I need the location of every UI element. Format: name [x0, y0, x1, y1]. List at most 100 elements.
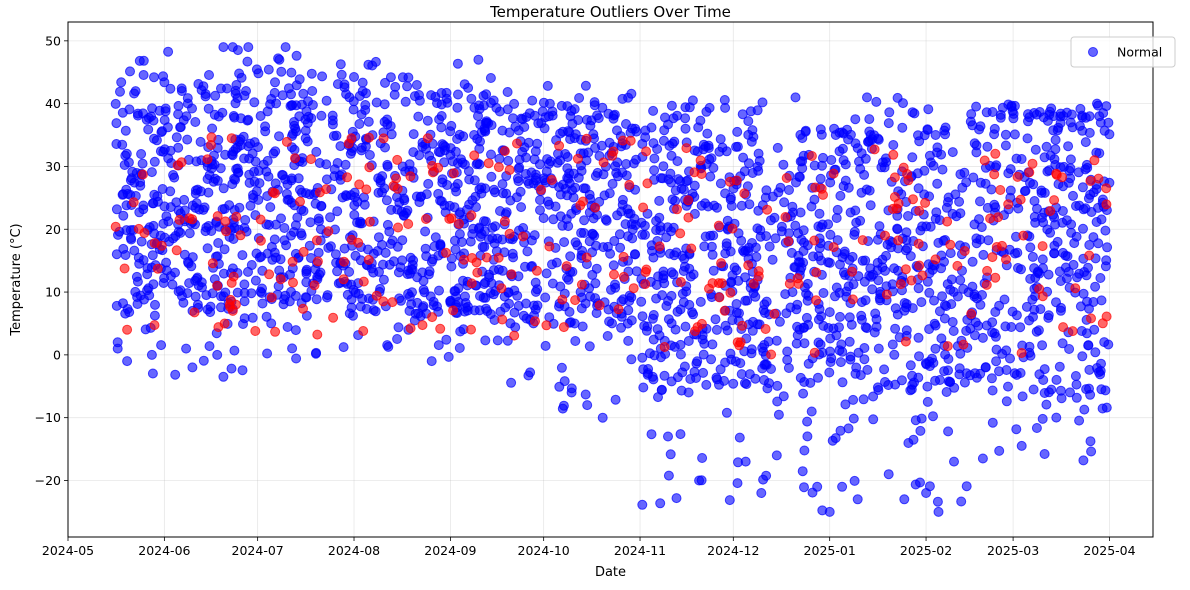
normal-point — [757, 97, 768, 108]
normal-point — [332, 158, 343, 168]
normal-point — [742, 295, 753, 306]
normal-point — [1005, 185, 1016, 196]
outlier-point — [184, 213, 195, 224]
normal-point — [300, 125, 311, 136]
outlier-point — [743, 260, 754, 271]
normal-point — [785, 302, 796, 313]
normal-point — [947, 147, 958, 158]
normal-point — [1030, 144, 1041, 155]
normal-point — [562, 163, 573, 174]
normal-point — [680, 321, 691, 332]
outlier-point — [427, 167, 438, 178]
outlier-point — [880, 230, 890, 241]
normal-point — [799, 377, 810, 387]
normal-point — [111, 300, 122, 311]
normal-point — [243, 114, 254, 125]
normal-point — [982, 202, 993, 213]
normal-point — [849, 229, 860, 240]
normal-point — [719, 375, 729, 386]
normal-point — [852, 143, 863, 154]
normal-point — [764, 241, 775, 252]
normal-point — [159, 144, 170, 155]
normal-point — [784, 185, 794, 195]
normal-point — [408, 129, 419, 140]
normal-point — [844, 336, 855, 347]
normal-point — [706, 153, 717, 164]
normal-point — [753, 165, 764, 176]
outlier-point — [378, 296, 389, 307]
normal-point — [615, 242, 626, 253]
normal-point — [740, 456, 751, 467]
normal-point — [790, 92, 801, 103]
normal-point — [276, 66, 287, 77]
outlier-point — [982, 265, 993, 276]
normal-point — [572, 240, 583, 251]
normal-point — [321, 159, 332, 170]
normal-point — [707, 339, 718, 350]
x-tick-label: 2025-02 — [900, 543, 952, 558]
normal-point — [210, 90, 221, 101]
normal-point — [1091, 217, 1102, 227]
outlier-point — [363, 254, 374, 265]
normal-point — [1096, 384, 1107, 395]
outlier-point — [509, 330, 520, 341]
normal-point — [340, 159, 351, 170]
normal-point — [647, 313, 658, 324]
normal-point — [249, 166, 260, 177]
outlier-point — [281, 136, 292, 147]
normal-point — [610, 394, 621, 405]
normal-point — [698, 367, 709, 378]
outlier-point — [1070, 283, 1081, 294]
normal-point — [930, 343, 941, 354]
normal-point — [710, 314, 721, 325]
normal-point — [977, 290, 987, 300]
normal-point — [257, 298, 268, 309]
normal-point — [717, 142, 728, 153]
normal-point — [877, 262, 888, 273]
normal-point — [1022, 133, 1033, 144]
normal-point — [489, 184, 499, 195]
normal-point — [454, 229, 465, 240]
normal-point — [672, 306, 683, 317]
outlier-point — [942, 216, 953, 227]
normal-point — [169, 172, 180, 183]
normal-point — [430, 91, 441, 102]
normal-point — [556, 362, 567, 373]
normal-point — [1071, 379, 1082, 390]
normal-point — [949, 456, 959, 467]
outlier-point — [354, 179, 365, 190]
normal-point — [370, 56, 381, 67]
outlier-point — [713, 220, 724, 231]
normal-point — [398, 210, 409, 221]
normal-point — [849, 475, 860, 486]
outlier-point — [618, 271, 629, 282]
outlier-point — [581, 133, 592, 144]
x-tick-label: 2025-04 — [1083, 543, 1135, 558]
normal-point — [349, 72, 359, 82]
normal-point — [421, 189, 432, 200]
outlier-point — [769, 308, 780, 319]
normal-point — [212, 349, 223, 360]
normal-point — [818, 288, 829, 298]
outlier-point — [900, 336, 911, 347]
normal-point — [1038, 263, 1048, 274]
outlier-point — [448, 168, 459, 179]
outlier-point — [811, 295, 822, 306]
normal-point — [243, 42, 254, 53]
normal-point — [845, 354, 856, 365]
normal-point — [907, 152, 918, 163]
normal-point — [602, 241, 613, 252]
normal-point — [680, 113, 691, 124]
normal-point — [116, 77, 127, 88]
normal-point — [584, 341, 595, 352]
normal-point — [589, 230, 600, 241]
normal-point — [1011, 424, 1022, 435]
outlier-point — [435, 323, 446, 334]
normal-point — [1066, 219, 1077, 230]
normal-point — [610, 279, 620, 290]
outlier-point — [920, 197, 931, 208]
outlier-point — [250, 326, 261, 336]
normal-point — [852, 494, 863, 505]
normal-point — [566, 387, 577, 398]
normal-point — [436, 111, 447, 121]
